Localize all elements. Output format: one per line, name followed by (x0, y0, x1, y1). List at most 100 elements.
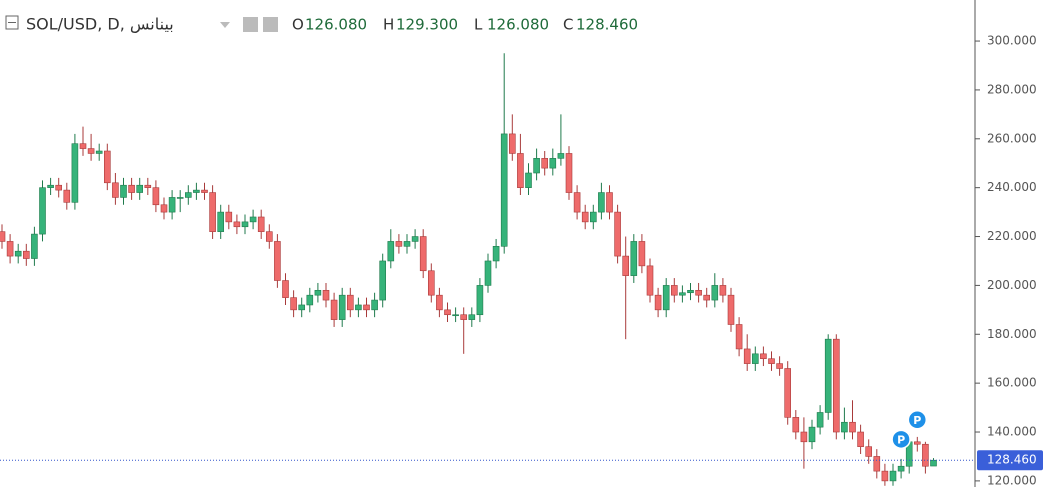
candle-body (47, 184, 54, 188)
candle-body (322, 289, 330, 301)
candle-body (776, 363, 783, 369)
y-tick-label: 160.000 (987, 376, 1037, 390)
marker (891, 429, 911, 450)
y-tick-label: 300.000 (987, 34, 1037, 48)
candle-body (346, 294, 354, 311)
candle-body (849, 421, 856, 433)
candle-body (14, 250, 22, 257)
candle-body (257, 216, 265, 232)
candle-body (225, 211, 233, 223)
candle-body (427, 270, 435, 296)
candle-body (217, 211, 224, 232)
candle-body (144, 184, 152, 188)
ohlc-key: H (383, 16, 394, 34)
candle-body (557, 153, 565, 159)
candle-body (784, 368, 792, 418)
candle-body (865, 446, 873, 457)
ohlc-key: L (474, 16, 483, 34)
candle-body (743, 348, 751, 364)
candle-body (768, 358, 775, 364)
candle-body (541, 158, 549, 169)
candle-body (525, 172, 532, 188)
candle-body (824, 338, 832, 413)
candle-body (719, 285, 727, 296)
candle-body (87, 148, 95, 154)
candle-body (355, 304, 362, 311)
candle-body (403, 241, 411, 247)
y-tick-label: 240.000 (987, 180, 1037, 194)
candle-body (881, 470, 889, 482)
format-icon[interactable] (263, 17, 278, 32)
candle-body (444, 309, 451, 316)
candle-body (290, 297, 297, 311)
y-tick-label: 200.000 (987, 278, 1037, 292)
candle-body (500, 133, 508, 247)
candle-body (565, 153, 573, 193)
marker (907, 410, 928, 430)
candle-body (760, 353, 767, 360)
candle-body (265, 231, 273, 242)
candle-body (468, 314, 476, 320)
candle-body (79, 143, 87, 149)
candle-body (873, 456, 881, 472)
candle-body (120, 184, 127, 198)
candle-body (282, 280, 289, 298)
candle-body (460, 314, 468, 320)
candle-body (314, 289, 322, 296)
candle-body (176, 197, 184, 199)
candle-body (492, 246, 500, 262)
y-tick-label: 180.000 (987, 327, 1037, 341)
candle-body (646, 265, 654, 296)
candle-body (857, 431, 864, 447)
marker-label: P (913, 414, 921, 427)
candle-body (39, 187, 46, 235)
candle-body (104, 150, 111, 184)
candle-body (0, 231, 6, 242)
candle-body (581, 211, 589, 223)
candle-body (606, 192, 613, 213)
chart-title: SOL/USD, D, بينانس (26, 15, 174, 35)
dropdown-arrow[interactable] (220, 22, 230, 28)
candle-body (71, 143, 79, 203)
candle-body (638, 241, 646, 267)
candle-body (152, 187, 160, 206)
candle-body (930, 459, 937, 467)
candle-body (549, 158, 557, 169)
menu-icon[interactable] (5, 15, 19, 30)
candle-body (6, 241, 14, 257)
candle-body (589, 211, 597, 223)
candle-body (168, 197, 176, 213)
candle-body (233, 221, 241, 228)
candle-body (112, 182, 119, 198)
candle-body (792, 417, 800, 433)
candle-body (703, 294, 711, 301)
candle-body (832, 338, 840, 433)
candle-body (419, 236, 427, 272)
candle-body (711, 285, 719, 301)
candle-body (517, 153, 524, 188)
candle-body (193, 189, 200, 193)
y-tick-label: 280.000 (987, 82, 1037, 96)
candle-body (201, 189, 208, 193)
candle-body (274, 241, 281, 281)
candle-body (306, 294, 314, 306)
y-tick-label: 220.000 (987, 229, 1037, 243)
candle-body (800, 431, 808, 443)
candle-body (913, 441, 921, 445)
candle-body (241, 221, 249, 228)
candle-body (411, 236, 419, 242)
settings-icon[interactable] (243, 17, 258, 32)
last-price-tag (977, 450, 1043, 471)
candle-body (622, 255, 630, 276)
candle-body (63, 189, 71, 203)
candle-body (55, 184, 63, 191)
candle-body (816, 412, 824, 428)
candle-body (476, 285, 484, 316)
candle-body (379, 260, 387, 301)
candle-body (484, 260, 492, 286)
candle-body (95, 150, 103, 154)
ohlc-value: 128.460 (576, 16, 638, 34)
candle-body (298, 304, 306, 311)
candle-body (185, 192, 192, 198)
